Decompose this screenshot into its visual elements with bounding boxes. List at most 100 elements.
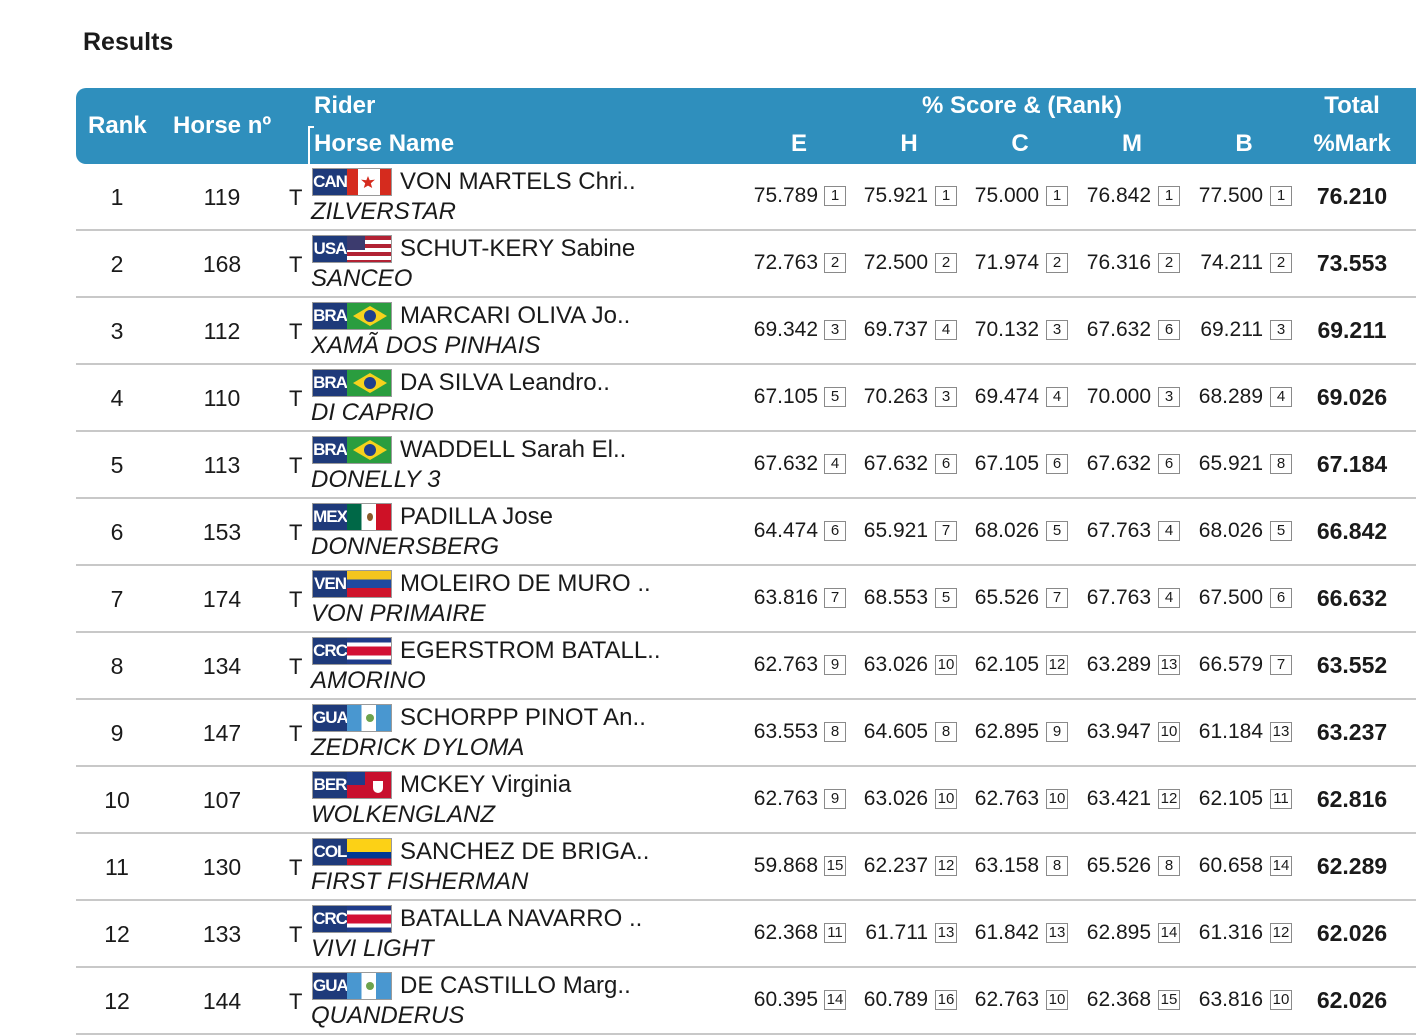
horse-number-cell: 168 xyxy=(202,251,242,277)
horse-name[interactable]: DI CAPRIO xyxy=(311,399,434,426)
judge-rank-badge: 12 xyxy=(1158,789,1180,809)
rider-name[interactable]: SCHUT-KERY Sabine xyxy=(400,235,636,262)
judge-score: 59.868 xyxy=(753,854,818,877)
judge-score: 62.105 xyxy=(1198,787,1263,810)
judge-score: 63.158 xyxy=(974,854,1039,877)
rider-name[interactable]: SANCHEZ DE BRIGA.. xyxy=(400,838,650,865)
judge-score: 63.421 xyxy=(1086,787,1151,810)
judge-rank-badge: 13 xyxy=(1270,722,1292,742)
rank-cell: 2 xyxy=(110,251,124,277)
rider-name[interactable]: BATALLA NAVARRO .. xyxy=(400,905,643,932)
judge-score: 75.789 xyxy=(753,184,818,207)
table-row: 3 112 T BRA MARCARI OLIVA Jo.. XAMÃ DOS PIN… xyxy=(76,298,1416,365)
judge-rank-badge: 15 xyxy=(824,856,846,876)
horse-name[interactable]: DONNERSBERG xyxy=(311,533,500,560)
nation-flag-icon: CAN xyxy=(312,168,392,196)
judge-score: 67.632 xyxy=(753,452,818,475)
horse-name[interactable]: DONELLY 3 xyxy=(311,466,441,493)
rider-name[interactable]: WADDELL Sarah El.. xyxy=(400,436,627,463)
horse-number-cell: 133 xyxy=(202,921,242,947)
table-row: 2 168 T USA SCHUT-KERY Sabine SANCEO 72.763 2… xyxy=(76,231,1416,298)
horse-name[interactable]: ZEDRICK DYLOMA xyxy=(311,734,525,761)
judge-score: 60.658 xyxy=(1198,854,1263,877)
t-marker: T xyxy=(289,989,303,1014)
judge-rank-badge: 4 xyxy=(1158,521,1180,541)
rank-cell: 8 xyxy=(110,653,124,679)
judge-score: 69.737 xyxy=(863,318,928,341)
judge-rank-badge: 6 xyxy=(1158,320,1180,340)
judge-score: 68.026 xyxy=(974,519,1039,542)
judge-score: 76.316 xyxy=(1086,251,1151,274)
horse-name[interactable]: QUANDERUS xyxy=(311,1002,465,1029)
rider-name[interactable]: VON MARTELS Chri.. xyxy=(400,168,636,195)
table-row: 7 174 T VEN MOLEIRO DE MURO .. VON PRIMAIRE… xyxy=(76,566,1416,633)
judge-rank-badge: 14 xyxy=(1158,923,1180,943)
judge-rank-badge: 8 xyxy=(935,722,957,742)
judge-score: 63.816 xyxy=(753,586,818,609)
rider-name[interactable]: DA SILVA Leandro.. xyxy=(400,369,610,396)
judge-rank-badge: 10 xyxy=(935,789,957,809)
judge-rank-badge: 16 xyxy=(935,990,957,1010)
nation-flag-icon: MEX xyxy=(312,503,392,531)
horse-name[interactable]: SANCEO xyxy=(311,265,413,292)
judge-rank-badge: 5 xyxy=(1270,521,1292,541)
header-judge-e: E xyxy=(790,130,808,157)
rider-name[interactable]: DE CASTILLO Marg.. xyxy=(400,972,631,999)
judge-score: 63.026 xyxy=(863,787,928,810)
judge-score: 63.553 xyxy=(753,720,818,743)
flag-picture-icon xyxy=(347,370,391,396)
nation-flag-icon: CRC xyxy=(312,637,392,665)
total-mark: 76.210 xyxy=(1316,183,1388,209)
judge-rank-badge: 8 xyxy=(824,722,846,742)
horse-number-cell: 119 xyxy=(203,184,241,210)
judge-score: 76.842 xyxy=(1086,184,1151,207)
horse-name[interactable]: VIVI LIGHT xyxy=(311,935,434,962)
judge-rank-badge: 1 xyxy=(1270,186,1292,206)
judge-score: 68.026 xyxy=(1198,519,1263,542)
rider-name[interactable]: SCHORPP PINOT An.. xyxy=(400,704,646,731)
flag-picture-icon xyxy=(347,705,391,731)
horse-name[interactable]: ZILVERSTAR xyxy=(311,198,456,225)
horse-name[interactable]: XAMÃ DOS PINHAIS xyxy=(311,332,541,359)
nation-code: CRC xyxy=(313,906,348,932)
total-mark: 63.237 xyxy=(1316,719,1388,745)
t-marker: T xyxy=(289,855,303,880)
nation-flag-icon: GUA xyxy=(312,972,392,1000)
judge-score: 66.579 xyxy=(1198,653,1263,676)
header-bracket xyxy=(308,126,310,164)
table-row: 4 110 T BRA DA SILVA Leandro.. DI CAPRIO 67.… xyxy=(76,365,1416,432)
nation-code: CAN xyxy=(313,169,348,195)
table-row: 1 119 T CAN VON MARTELS Chri.. ZILVERSTAR 75… xyxy=(76,164,1416,231)
horse-name[interactable]: WOLKENGLANZ xyxy=(311,801,496,828)
judge-rank-badge: 4 xyxy=(1046,387,1068,407)
rider-name[interactable]: MOLEIRO DE MURO .. xyxy=(400,570,651,597)
header-judge-c: C xyxy=(1011,130,1029,157)
page-title: Results xyxy=(83,28,174,56)
table-row: 9 147 T GUA SCHORPP PINOT An.. ZEDRICK DYLO… xyxy=(76,700,1416,767)
total-mark: 62.026 xyxy=(1316,920,1388,946)
flag-picture-icon xyxy=(347,571,391,597)
horse-name[interactable]: VON PRIMAIRE xyxy=(311,600,486,627)
total-mark: 66.842 xyxy=(1316,518,1388,544)
nation-code: GUA xyxy=(313,973,349,999)
judge-rank-badge: 9 xyxy=(824,655,846,675)
judge-score: 67.763 xyxy=(1086,519,1151,542)
rider-name[interactable]: EGERSTROM BATALL.. xyxy=(400,637,661,664)
judge-score: 62.763 xyxy=(974,988,1039,1011)
t-marker: T xyxy=(289,185,303,210)
judge-rank-badge: 3 xyxy=(1158,387,1180,407)
judge-rank-badge: 3 xyxy=(824,320,846,340)
horse-name[interactable]: FIRST FISHERMAN xyxy=(311,868,529,895)
rider-name[interactable]: MARCARI OLIVA Jo.. xyxy=(400,302,631,329)
table-row: 11 130 T COL SANCHEZ DE BRIGA.. FIRST FISHE… xyxy=(76,834,1416,901)
judge-rank-badge: 13 xyxy=(935,923,957,943)
flag-picture-icon xyxy=(347,169,391,195)
judge-rank-badge: 9 xyxy=(824,789,846,809)
horse-name[interactable]: AMORINO xyxy=(311,667,426,694)
total-mark: 69.211 xyxy=(1317,317,1387,343)
rank-cell: 12 xyxy=(104,988,130,1014)
rider-name[interactable]: PADILLA Jose xyxy=(400,503,553,530)
judge-rank-badge: 2 xyxy=(1046,253,1068,273)
nation-flag-icon: GUA xyxy=(312,704,392,732)
rider-name[interactable]: MCKEY Virginia xyxy=(400,771,572,798)
